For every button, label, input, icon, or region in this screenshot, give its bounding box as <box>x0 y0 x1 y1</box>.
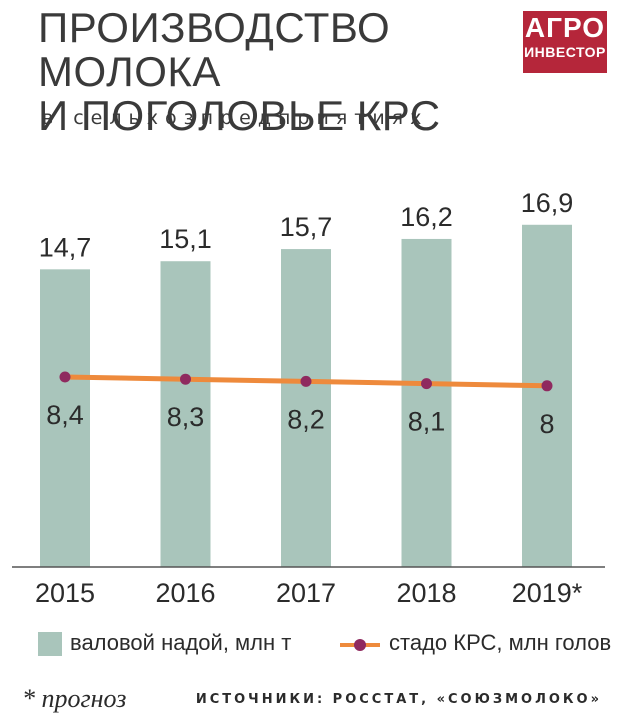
bar <box>281 249 331 567</box>
logo-line-1: АГРО <box>524 12 606 43</box>
x-tick-label: 2016 <box>155 578 215 608</box>
herd-point <box>300 375 312 387</box>
herd-value-label: 8,1 <box>408 407 446 437</box>
herd-value-label: 8,4 <box>46 400 84 430</box>
herd-point <box>421 378 432 390</box>
title-line-1: ПРОИЗВОДСТВО МОЛОКА <box>38 4 391 95</box>
herd-point <box>59 371 71 383</box>
legend-line-label: стадо КРС, млн голов <box>389 630 612 655</box>
agroinvestor-logo: АГРО ИНВЕСТОР <box>523 11 607 73</box>
sources-note: ИСТОЧНИКИ: РОССТАТ, «СОЮЗМОЛОКО» <box>195 692 602 707</box>
bar <box>522 224 572 567</box>
legend-bar-swatch <box>38 632 62 656</box>
bar-value-label: 16,9 <box>521 188 574 218</box>
chart-footer: * прогноз ИСТОЧНИКИ: РОССТАТ, «СОЮЗМОЛОК… <box>22 684 602 714</box>
bar <box>40 269 90 567</box>
herd-value-label: 8 <box>539 409 554 439</box>
chart-title: ПРОИЗВОДСТВО МОЛОКА И ПОГОЛОВЬЕ КРС <box>38 6 508 138</box>
x-tick-label: 2018 <box>396 578 456 608</box>
bar <box>401 238 452 567</box>
bar-value-label: 15,7 <box>280 212 333 242</box>
bar-value-label: 14,7 <box>39 232 92 262</box>
x-tick-label: 2019* <box>512 578 583 608</box>
x-tick-label: 2017 <box>276 578 336 608</box>
herd-point <box>180 373 191 385</box>
legend-bar-label: валовой надой, млн т <box>70 630 292 655</box>
chart-subtitle: в сельхозпредприятиях <box>42 107 429 129</box>
title-line-2: И ПОГОЛОВЬЕ КРС <box>38 92 441 139</box>
herd-value-label: 8,3 <box>167 402 205 432</box>
bar-value-label: 16,2 <box>400 202 453 232</box>
bar-value-label: 15,1 <box>159 224 212 254</box>
forecast-footnote: * прогноз <box>22 684 127 713</box>
bar <box>160 261 211 567</box>
legend-marker-swatch <box>354 639 366 651</box>
herd-value-label: 8,2 <box>287 404 325 434</box>
chart-legend: валовой надой, млн т стадо КРС, млн голо… <box>38 630 612 660</box>
logo-line-2: ИНВЕСТОР <box>524 44 606 60</box>
x-tick-label: 2015 <box>35 578 95 608</box>
herd-point <box>541 380 553 392</box>
